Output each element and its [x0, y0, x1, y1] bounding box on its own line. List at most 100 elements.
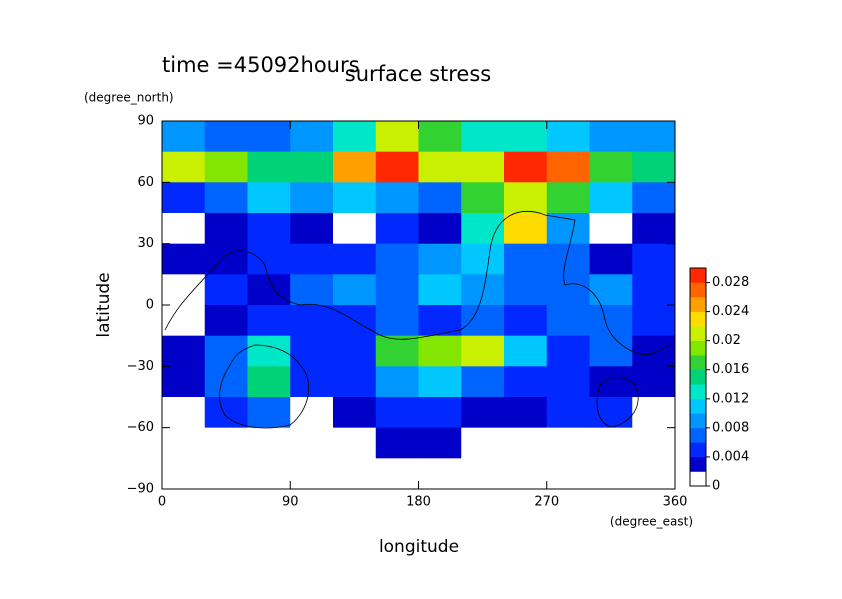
cell: [333, 243, 377, 275]
colorbar-swatch: [690, 427, 706, 443]
cell: [204, 151, 248, 183]
cell: [418, 274, 462, 306]
cell: [632, 335, 676, 367]
cell: [204, 182, 248, 214]
cell: [461, 182, 505, 214]
cell: [461, 213, 505, 245]
cell: [418, 213, 462, 245]
x-tick-label: 0: [158, 495, 166, 510]
colorbar-swatch: [690, 398, 706, 414]
y-tick-label: 30: [137, 236, 154, 251]
cell: [333, 274, 377, 306]
cell: [632, 151, 676, 183]
cell: [290, 151, 334, 183]
cell: [247, 243, 291, 275]
cell: [632, 182, 676, 214]
cell: [204, 458, 248, 490]
colorbar-swatch: [690, 282, 706, 298]
cell: [418, 335, 462, 367]
cell: [461, 427, 505, 459]
cell: [546, 274, 590, 306]
x-axis-label: longitude: [379, 537, 459, 557]
cell: [375, 243, 419, 275]
colorbar-tick-label: 0.012: [712, 391, 749, 406]
cell: [589, 182, 633, 214]
cell: [204, 213, 248, 245]
cell: [589, 243, 633, 275]
cell: [162, 182, 206, 214]
cell: [290, 182, 334, 214]
colorbar-swatch: [690, 413, 706, 429]
colorbar-tick-label: 0.004: [712, 449, 749, 464]
cell: [247, 458, 291, 490]
cell: [504, 243, 548, 275]
colorbar-tick-label: 0: [712, 479, 720, 494]
colorbar-swatch: [690, 384, 706, 400]
cell: [290, 397, 334, 429]
colorbar-swatch: [690, 456, 706, 472]
colorbar-swatch: [690, 268, 706, 283]
cell: [162, 274, 206, 306]
colorbar: 0 0.004 0.008 0.012 0.016 0.02 0.024 0.028: [689, 267, 749, 494]
cell: [290, 243, 334, 275]
x-unit: (degree_east): [610, 515, 693, 529]
cell: [461, 335, 505, 367]
cell: [204, 274, 248, 306]
cell: [333, 151, 377, 183]
cell: [504, 335, 548, 367]
coastlines: [164, 211, 671, 429]
colorbar-swatch: [690, 311, 706, 327]
colorbar-tick-label: 0.016: [712, 362, 749, 377]
cell: [162, 121, 206, 153]
cell: [632, 305, 676, 337]
x-tick-label: 90: [282, 495, 299, 510]
cell: [333, 335, 377, 367]
cell: [589, 458, 633, 490]
cell: [504, 182, 548, 214]
y-tick-label: 60: [137, 175, 154, 190]
cell: [290, 305, 334, 337]
y-axis-label: latitude: [94, 272, 114, 337]
cell: [162, 427, 206, 459]
cell: [290, 213, 334, 245]
cell: [632, 243, 676, 275]
cell: [375, 213, 419, 245]
cell: [504, 121, 548, 153]
cell: [418, 243, 462, 275]
cell: [375, 458, 419, 490]
cell: [461, 305, 505, 337]
cell: [632, 366, 676, 398]
cell: [204, 427, 248, 459]
cell: [504, 274, 548, 306]
cell: [162, 305, 206, 337]
y-tick-label: −60: [127, 420, 154, 435]
cell: [375, 121, 419, 153]
chart-title: surface stress: [345, 62, 491, 86]
cell: [162, 458, 206, 490]
cell: [375, 335, 419, 367]
cell: [546, 182, 590, 214]
cell: [333, 427, 377, 459]
cell: [504, 366, 548, 398]
colorbar-swatch: [690, 471, 706, 487]
y-tick-label: 90: [137, 114, 154, 129]
cell: [375, 151, 419, 183]
cell: [162, 243, 206, 275]
cell: [418, 121, 462, 153]
cell: [589, 335, 633, 367]
cell: [461, 366, 505, 398]
colorbar-tick-label: 0.028: [712, 275, 749, 290]
cell: [589, 121, 633, 153]
cell: [333, 121, 377, 153]
cell: [333, 366, 377, 398]
cell: [247, 213, 291, 245]
cell: [632, 458, 676, 490]
cell: [375, 397, 419, 429]
cell: [461, 397, 505, 429]
y-unit: (degree_north): [84, 91, 174, 105]
cell: [247, 366, 291, 398]
cell: [375, 182, 419, 214]
cell: [290, 458, 334, 490]
x-tick-label: 180: [406, 495, 431, 510]
